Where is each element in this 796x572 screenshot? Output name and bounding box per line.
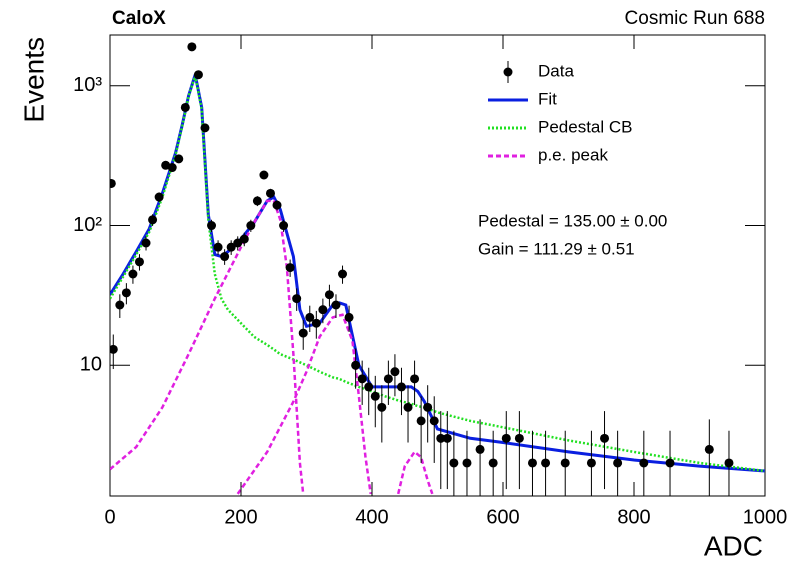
data-point [239, 234, 249, 244]
y-axis-label: Events [18, 37, 49, 123]
data-point [527, 458, 537, 468]
legend-label: Fit [538, 89, 557, 108]
data-point [154, 192, 164, 202]
data-point [613, 458, 623, 468]
legend-label: p.e. peak [538, 145, 608, 164]
data-point [586, 458, 596, 468]
data-point [639, 458, 649, 468]
data-point [174, 154, 184, 164]
data-point [665, 458, 675, 468]
data-point [141, 238, 151, 248]
data-point [285, 263, 295, 273]
data-point [429, 416, 439, 426]
data-point [115, 300, 125, 310]
x-tick-label: 200 [224, 506, 257, 528]
data-point [442, 433, 452, 443]
data-point [311, 318, 321, 328]
data-point [704, 444, 714, 454]
data-point [110, 344, 118, 354]
data-point [148, 215, 158, 225]
data-point [259, 170, 269, 180]
data-point [121, 288, 131, 298]
curve [110, 75, 765, 473]
data-point [233, 238, 243, 248]
x-tick-label: 400 [355, 506, 388, 528]
legend-label: Pedestal CB [538, 117, 633, 136]
y-tick-label: 10³ [73, 74, 102, 96]
data-point [396, 382, 406, 392]
data-point [403, 402, 413, 412]
data-point [167, 163, 177, 173]
legend-swatch [503, 67, 513, 77]
data-point [560, 458, 570, 468]
data-point [488, 458, 498, 468]
data-point [377, 402, 387, 412]
x-tick-label: 600 [486, 506, 519, 528]
data-point [193, 70, 203, 80]
x-tick-label: 1000 [743, 506, 788, 528]
legend-label: Data [538, 61, 574, 80]
data-point [226, 242, 236, 252]
data-point [187, 42, 197, 52]
data-point [272, 200, 282, 210]
data-point [207, 221, 217, 231]
data-point [292, 294, 302, 304]
data-point [220, 252, 230, 262]
chart-subtitle: Cosmic Run 688 [625, 8, 765, 29]
data-point [305, 312, 315, 322]
annotation: Pedestal = 135.00 ± 0.00 [478, 211, 667, 230]
data-point [514, 433, 524, 443]
data-point [501, 433, 511, 443]
data-point [180, 102, 190, 112]
data-point [331, 300, 341, 310]
y-tick-label: 10 [80, 354, 102, 376]
data-point [324, 290, 334, 300]
x-axis-label: ADC [704, 530, 763, 561]
data-point [351, 360, 361, 370]
data-point [344, 312, 354, 322]
data-point [724, 458, 734, 468]
data-point [383, 374, 393, 384]
data-point [128, 269, 138, 279]
data-point [338, 269, 348, 279]
data-point [462, 458, 472, 468]
data-point [410, 374, 420, 384]
data-point [357, 374, 367, 384]
plot-area [110, 42, 765, 496]
data-point [475, 444, 485, 454]
data-point [110, 178, 116, 188]
curve [110, 74, 765, 473]
data-point [265, 188, 275, 198]
data-point [298, 328, 308, 338]
data-point [246, 221, 256, 231]
data-point [390, 367, 400, 377]
x-tick-label: 800 [617, 506, 650, 528]
data-point [423, 402, 433, 412]
y-tick-label: 10² [73, 214, 102, 236]
data-point [134, 257, 144, 267]
data-point [449, 458, 459, 468]
data-point [318, 305, 328, 315]
data-point [436, 433, 446, 443]
data-point [200, 123, 210, 133]
data-point [279, 221, 289, 231]
data-point [252, 196, 262, 206]
annotation: Gain = 111.29 ± 0.51 [478, 239, 635, 258]
x-tick-label: 0 [104, 506, 115, 528]
data-point [600, 433, 610, 443]
data-point [416, 416, 426, 426]
data-point [541, 458, 551, 468]
data-point [370, 391, 380, 401]
data-point [213, 242, 223, 252]
curve [110, 199, 434, 495]
data-point [364, 382, 374, 392]
chart-title: CaloX [112, 8, 166, 29]
plot-frame [109, 34, 766, 497]
